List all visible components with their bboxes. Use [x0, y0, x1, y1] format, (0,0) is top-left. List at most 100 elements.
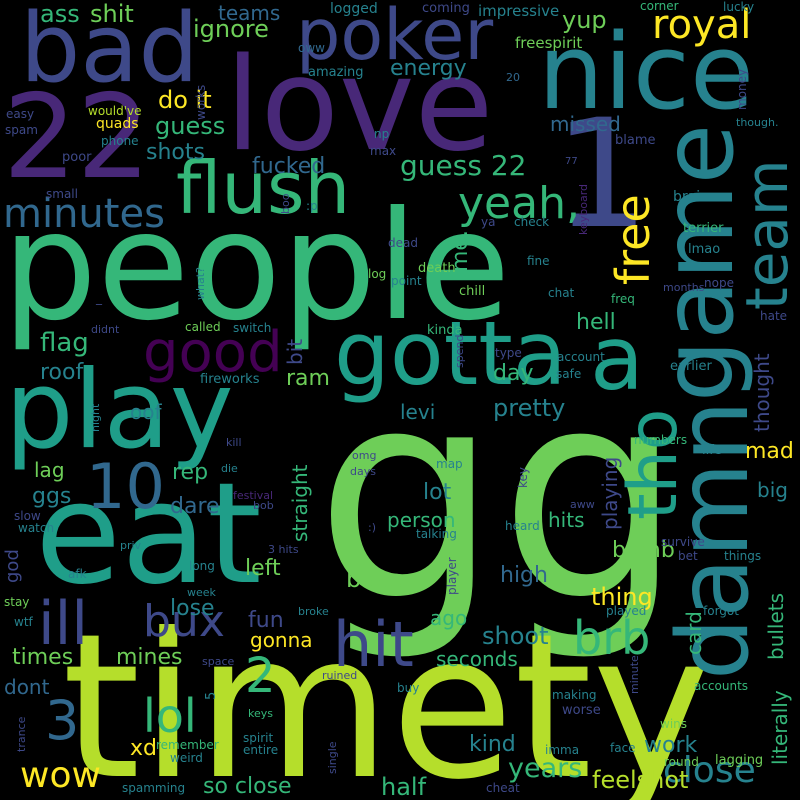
word: keys — [248, 707, 273, 720]
word: fireworks — [200, 372, 260, 387]
word: slow — [14, 509, 41, 523]
word: wins — [660, 717, 688, 731]
word: nope — [704, 276, 734, 290]
word: guess — [155, 112, 226, 140]
word: work — [644, 733, 698, 758]
word: hell — [576, 310, 616, 335]
word: ass — [40, 0, 80, 28]
word: team — [733, 159, 800, 310]
word: coming — [422, 1, 470, 16]
word: point — [391, 274, 422, 288]
word: 22 — [3, 70, 151, 205]
word: ago — [430, 606, 468, 630]
word: amazing — [308, 65, 364, 80]
word: love — [225, 31, 494, 180]
word: money — [735, 68, 749, 110]
word: easy — [6, 107, 35, 121]
word: stay — [4, 595, 30, 609]
word: watch — [18, 521, 55, 535]
word: would've — [88, 104, 142, 118]
word: entire — [243, 743, 279, 757]
word: logged — [330, 1, 378, 17]
word: playing — [598, 456, 622, 530]
word: account — [557, 350, 605, 364]
word: 3 — [45, 689, 80, 752]
word: what? — [194, 267, 207, 300]
word: rep — [172, 460, 209, 485]
word: shoot — [482, 622, 549, 650]
word: poor — [62, 150, 92, 165]
word: ya — [481, 215, 496, 229]
word: 77 — [565, 156, 578, 167]
word: spamming — [122, 781, 186, 795]
word: chill — [459, 284, 486, 299]
word: thought — [750, 353, 774, 432]
word: trance — [15, 716, 28, 752]
word: 5 — [204, 691, 219, 700]
word: bomb — [612, 538, 675, 563]
word: death — [418, 261, 456, 276]
word: oww — [298, 41, 325, 55]
word: _ — [96, 291, 102, 305]
word: free — [606, 194, 660, 285]
word: tho — [614, 408, 693, 520]
word: roof — [40, 360, 84, 385]
word: teams — [218, 1, 281, 25]
word: thing — [591, 583, 653, 611]
word: ggs — [32, 484, 72, 509]
word: safe — [556, 367, 582, 381]
word: die — [221, 462, 238, 475]
word: 10 — [86, 450, 165, 523]
word: accounts — [694, 679, 749, 693]
word: called — [185, 320, 221, 334]
word: heard — [505, 519, 540, 533]
word: mad — [745, 439, 794, 464]
word: xd — [130, 736, 157, 761]
word: dont — [4, 675, 50, 699]
word: lag — [34, 458, 65, 482]
word: things — [724, 549, 762, 563]
word: feelshot — [592, 766, 689, 794]
word: :) — [368, 521, 376, 534]
word: blame — [615, 133, 656, 148]
word: single — [326, 741, 339, 774]
word: cheat — [486, 781, 520, 795]
word: lagging — [715, 753, 764, 768]
word: aww — [570, 498, 595, 511]
word: gg — [315, 328, 684, 665]
word: spirit — [243, 731, 274, 745]
word: didnt — [91, 323, 120, 336]
word: 3 hits — [268, 543, 299, 556]
word: kind — [469, 732, 516, 757]
word: weird — [170, 751, 203, 765]
word: making — [552, 688, 597, 702]
word: :p — [306, 199, 318, 213]
word: player — [445, 557, 459, 595]
word: afk — [68, 567, 87, 581]
word: festival — [233, 489, 274, 502]
word: royal — [652, 2, 752, 48]
word: key — [516, 466, 530, 488]
word: phone — [101, 134, 139, 148]
word: pretty — [493, 394, 566, 422]
word: log — [368, 267, 387, 281]
word: broke — [298, 605, 329, 618]
word: spend — [453, 334, 466, 368]
word: energy — [390, 56, 467, 81]
word: a — [590, 307, 644, 410]
word: poker — [296, 0, 494, 76]
word: check — [514, 215, 550, 229]
word: lucky — [723, 0, 755, 14]
word: earlier — [670, 359, 712, 374]
word: missed — [550, 112, 621, 136]
word: eat — [35, 453, 262, 616]
word: big — [757, 478, 788, 502]
word: 1 — [554, 88, 650, 262]
word: kinda — [427, 323, 463, 338]
word: do it — [158, 86, 212, 114]
word: brb — [573, 611, 651, 665]
word: small — [46, 187, 78, 201]
word: kill — [226, 436, 242, 449]
word: face — [610, 741, 636, 755]
